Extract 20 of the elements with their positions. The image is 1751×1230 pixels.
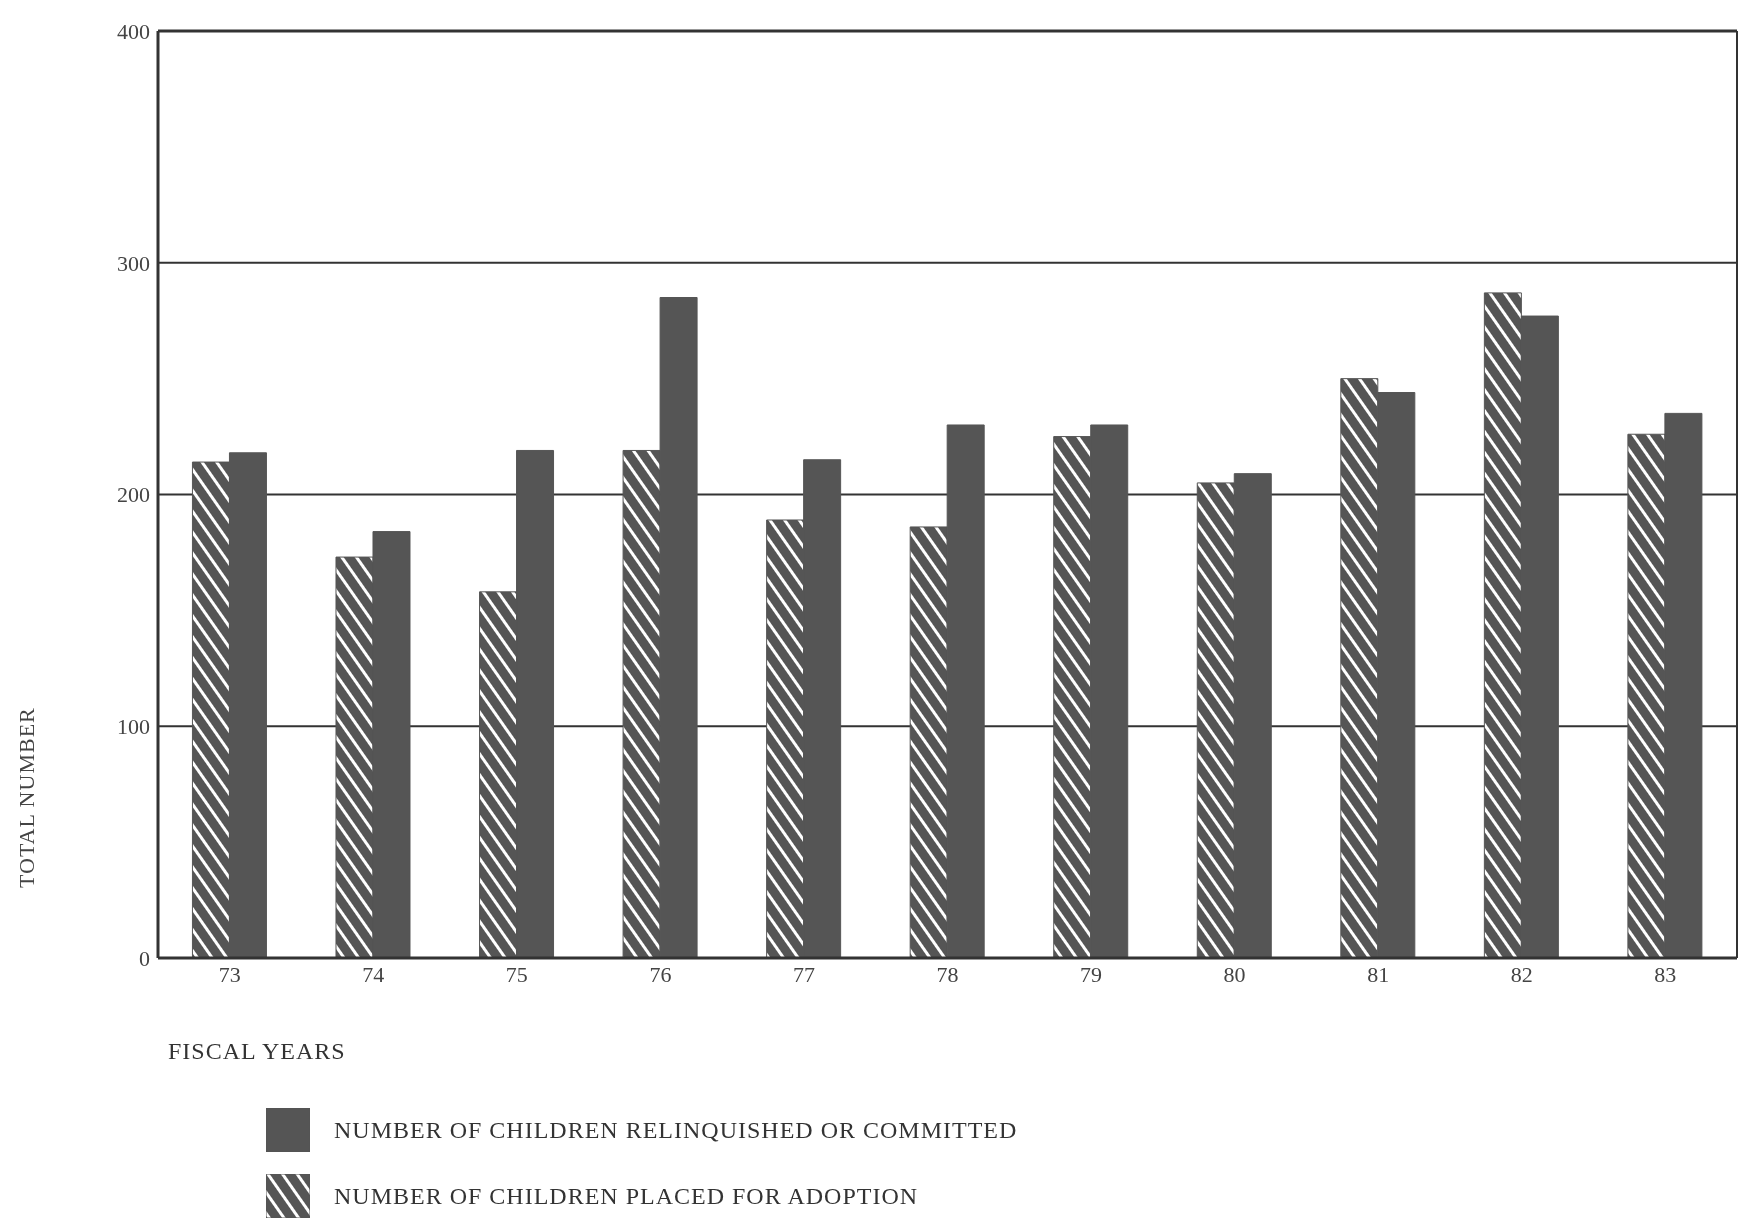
y-tick-label: 100 — [117, 714, 150, 740]
x-tick-label: 81 — [1367, 961, 1390, 987]
x-tick-label: 73 — [218, 961, 241, 987]
y-tick-label: 200 — [117, 482, 150, 508]
x-tick-label: 78 — [936, 961, 959, 987]
x-tick-label: 77 — [792, 961, 815, 987]
x-tick-label: 79 — [1080, 961, 1103, 987]
x-axis-title: FISCAL YEARS — [168, 1038, 346, 1065]
legend-label: NUMBER OF CHILDREN PLACED FOR ADOPTION — [334, 1182, 919, 1210]
x-tick-label: 75 — [505, 961, 528, 987]
y-tick-label: 300 — [117, 250, 150, 276]
x-tick-label: 76 — [649, 961, 672, 987]
y-axis-title: TOTAL NUMBER — [14, 707, 40, 888]
x-tick-label: 82 — [1510, 961, 1533, 987]
y-tick-label: 0 — [139, 945, 150, 971]
y-tick-label: 400 — [117, 18, 150, 44]
x-tick-label: 80 — [1223, 961, 1246, 987]
x-tick-label: 74 — [362, 961, 385, 987]
x-tick-label: 83 — [1654, 961, 1677, 987]
legend-label: NUMBER OF CHILDREN RELINQUISHED OR COMMITTED — [334, 1116, 1018, 1144]
